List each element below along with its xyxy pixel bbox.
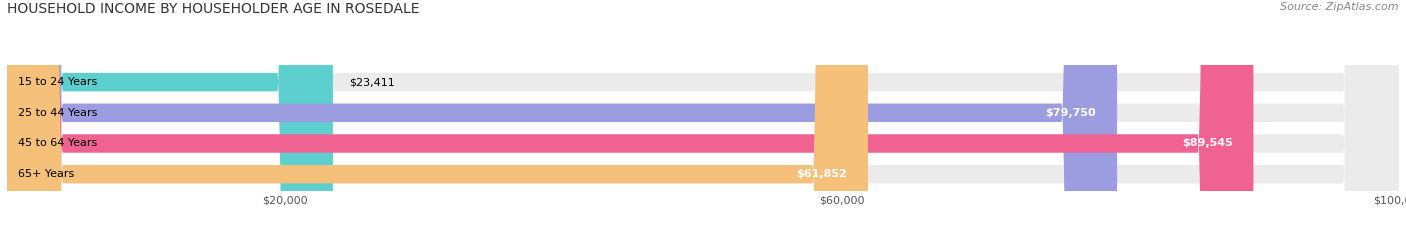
Text: 65+ Years: 65+ Years: [18, 169, 75, 179]
Text: 25 to 44 Years: 25 to 44 Years: [18, 108, 97, 118]
Text: $61,852: $61,852: [796, 169, 846, 179]
FancyBboxPatch shape: [7, 0, 1399, 233]
FancyBboxPatch shape: [7, 0, 1399, 233]
FancyBboxPatch shape: [7, 0, 1399, 233]
FancyBboxPatch shape: [7, 0, 1253, 233]
Text: HOUSEHOLD INCOME BY HOUSEHOLDER AGE IN ROSEDALE: HOUSEHOLD INCOME BY HOUSEHOLDER AGE IN R…: [7, 2, 419, 16]
FancyBboxPatch shape: [7, 0, 1399, 233]
Text: $79,750: $79,750: [1046, 108, 1097, 118]
FancyBboxPatch shape: [7, 0, 1118, 233]
Text: 45 to 64 Years: 45 to 64 Years: [18, 138, 97, 148]
FancyBboxPatch shape: [7, 0, 868, 233]
Text: 15 to 24 Years: 15 to 24 Years: [18, 77, 97, 87]
Text: $89,545: $89,545: [1182, 138, 1233, 148]
Text: Source: ZipAtlas.com: Source: ZipAtlas.com: [1281, 2, 1399, 12]
Text: $23,411: $23,411: [350, 77, 395, 87]
FancyBboxPatch shape: [7, 0, 333, 233]
